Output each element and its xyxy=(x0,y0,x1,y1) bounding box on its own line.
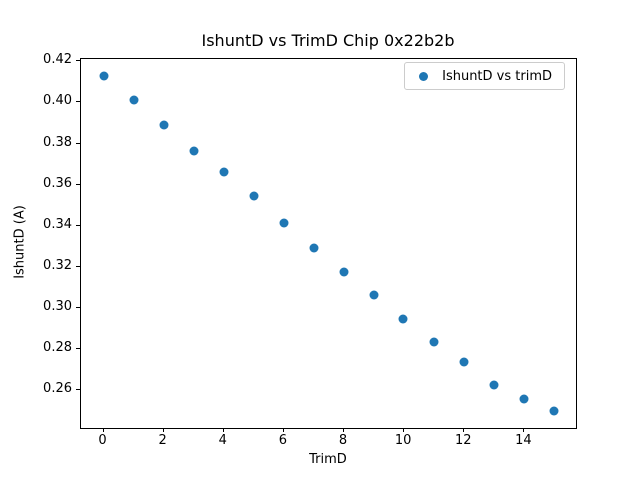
data-point xyxy=(519,394,528,404)
x-tick-label: 2 xyxy=(158,433,167,448)
data-point xyxy=(279,218,288,228)
chart-title: IshuntD vs TrimD Chip 0x22b2b xyxy=(201,31,455,50)
y-tick-mark xyxy=(76,224,80,226)
data-point xyxy=(249,191,258,201)
y-tick-label: 0.38 xyxy=(43,134,72,150)
x-tick-mark xyxy=(343,428,345,432)
y-tick-mark xyxy=(76,60,80,62)
x-tick-mark xyxy=(523,428,525,432)
y-tick-mark xyxy=(76,142,80,144)
x-tick-label: 8 xyxy=(338,433,348,448)
data-point xyxy=(189,146,198,156)
x-tick-label: 6 xyxy=(278,433,288,448)
x-tick-mark xyxy=(463,428,465,432)
x-tick-label: 14 xyxy=(515,433,532,448)
data-point xyxy=(99,71,108,81)
y-tick-label: 0.40 xyxy=(43,93,72,109)
y-tick-mark xyxy=(76,183,80,185)
x-tick-mark xyxy=(102,428,104,432)
y-tick-mark xyxy=(76,101,80,103)
x-axis-label: TrimD xyxy=(309,452,347,467)
x-tick-label: 10 xyxy=(394,433,412,448)
data-point xyxy=(459,357,468,367)
legend: IshuntD vs trimD xyxy=(404,62,565,90)
x-tick-mark xyxy=(222,428,224,432)
x-tick-label: 4 xyxy=(218,433,227,448)
data-point xyxy=(309,243,318,253)
y-tick-label: 0.36 xyxy=(43,175,72,191)
legend-marker-icon xyxy=(419,71,429,81)
y-tick-label: 0.42 xyxy=(43,52,72,68)
data-point xyxy=(429,337,438,347)
plot-area: IshuntD vs trimD xyxy=(80,58,577,429)
y-tick-mark xyxy=(76,306,80,308)
x-tick-mark xyxy=(282,428,284,432)
x-tick-label: 12 xyxy=(454,433,472,448)
data-point xyxy=(129,95,138,105)
y-tick-label: 0.26 xyxy=(43,380,72,396)
y-tick-mark xyxy=(76,265,80,267)
data-point xyxy=(219,167,228,177)
y-axis-label: IshuntD (A) xyxy=(12,205,28,279)
y-tick-label: 0.32 xyxy=(43,257,72,273)
y-tick-mark xyxy=(76,388,80,390)
x-tick-mark xyxy=(403,428,405,432)
data-point xyxy=(398,314,408,324)
data-point xyxy=(159,120,168,130)
data-point xyxy=(369,290,378,300)
data-point xyxy=(489,380,498,390)
data-point xyxy=(339,267,348,277)
legend-label: IshuntD vs trimD xyxy=(442,68,552,84)
y-tick-mark xyxy=(76,347,80,349)
y-tick-label: 0.28 xyxy=(43,339,72,355)
x-tick-mark xyxy=(162,428,164,432)
x-tick-label: 0 xyxy=(98,433,107,448)
y-tick-label: 0.34 xyxy=(43,216,72,232)
data-point xyxy=(549,406,558,416)
y-tick-label: 0.30 xyxy=(43,298,72,314)
